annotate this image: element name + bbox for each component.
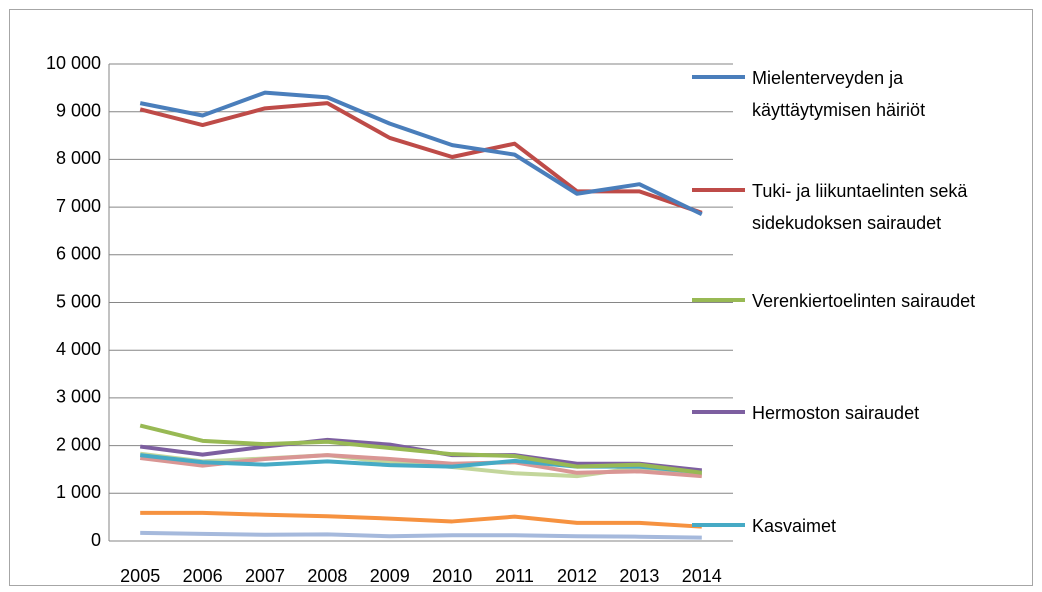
y-tick-label: 3 000 <box>56 387 101 407</box>
y-tick-label: 1 000 <box>56 482 101 502</box>
series-line <box>139 101 703 215</box>
y-tick-label: 9 000 <box>56 100 101 120</box>
x-tick-label: 2014 <box>682 566 722 586</box>
x-tick-label: 2009 <box>370 566 410 586</box>
y-tick-label: 8 000 <box>56 148 101 168</box>
legend-label: Verenkiertoelinten sairaudet <box>752 291 976 311</box>
x-tick-label: 2006 <box>183 566 223 586</box>
legend-label: Mielenterveyden ja käyttäytymisen häiriö… <box>752 68 926 120</box>
x-tick-label: 2012 <box>557 566 597 586</box>
x-tick-label: 2013 <box>619 566 659 586</box>
legend-label: Kasvaimet <box>752 516 837 536</box>
x-tick-label: 2005 <box>120 566 160 586</box>
x-tick-label: 2008 <box>307 566 347 586</box>
chart-border <box>9 9 1033 586</box>
legend-label: Hermoston sairaudet <box>752 403 920 423</box>
y-tick-label: 6 000 <box>56 244 101 264</box>
series-line <box>140 510 702 529</box>
series-line <box>139 423 703 475</box>
x-tick-label: 2010 <box>432 566 472 586</box>
x-tick-label: 2011 <box>495 566 534 586</box>
y-tick-label: 5 000 <box>56 291 101 311</box>
x-tick-label: 2007 <box>245 566 285 586</box>
y-tick-label: 0 <box>91 530 101 550</box>
y-tick-label: 10 000 <box>46 53 101 73</box>
legend-label: Tuki- ja liikuntaelinten sekä sidekudoks… <box>752 181 968 233</box>
y-tick-label: 4 000 <box>56 339 101 359</box>
series-line <box>140 530 702 540</box>
series-line <box>139 90 703 217</box>
y-tick-label: 7 000 <box>56 196 101 216</box>
y-tick-label: 2 000 <box>56 434 101 454</box>
